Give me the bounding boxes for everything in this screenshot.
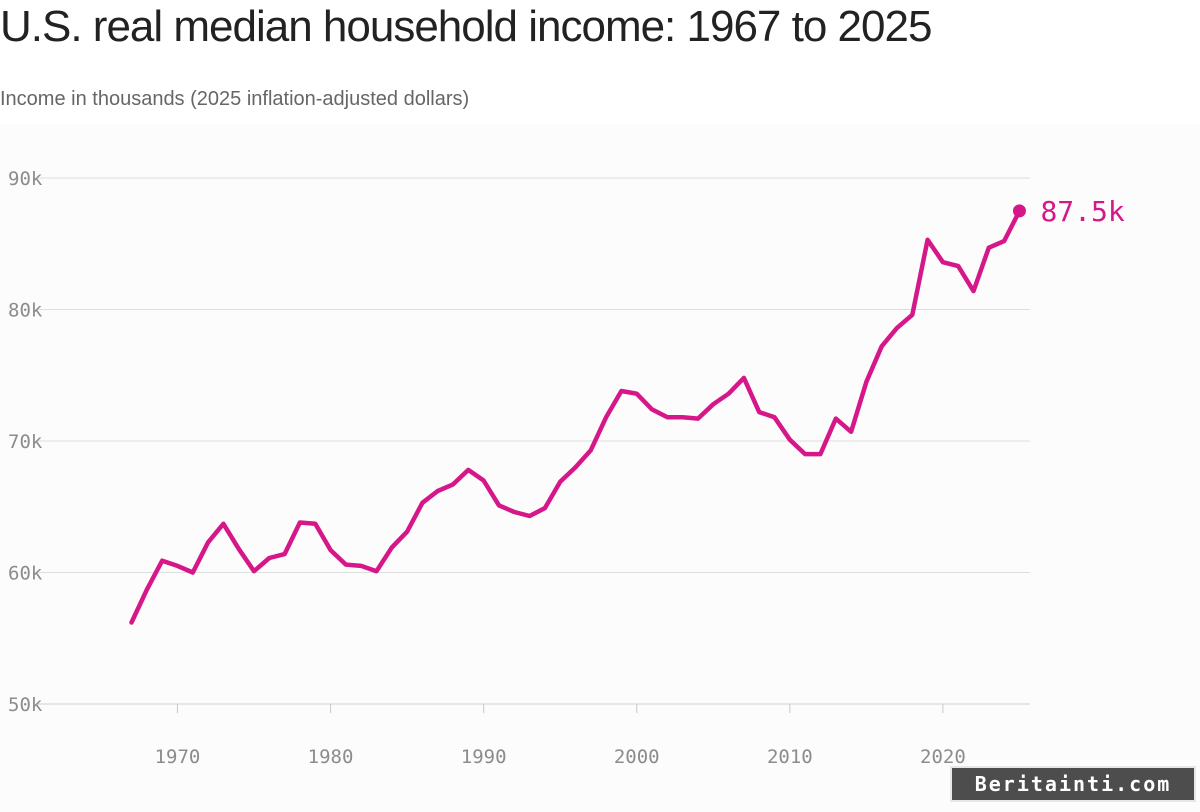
x-tick-label: 2000 (614, 746, 660, 768)
end-value-label: 87.5k (1040, 195, 1124, 228)
chart-subtitle: Income in thousands (2025 inflation-adju… (0, 88, 470, 110)
series-layer (129, 208, 1022, 625)
y-tick-label: 90k (8, 168, 43, 190)
y-tick-label: 60k (8, 563, 43, 585)
annotations: 87.5k (1012, 195, 1125, 228)
y-tick-label: 80k (8, 300, 43, 322)
y-tick-label: 70k (8, 431, 43, 453)
x-tick-label: 2010 (767, 746, 813, 768)
end-point-marker (1012, 204, 1026, 218)
plot-background (0, 124, 1200, 812)
y-tick-label: 50k (8, 694, 43, 716)
x-tick-label: 1970 (155, 746, 201, 768)
grid-lines (38, 177, 1030, 705)
x-tick-label: 2020 (920, 746, 966, 768)
watermark: Beritainti.com (950, 766, 1196, 802)
series-line (129, 208, 1022, 625)
x-tick-label: 1980 (308, 746, 354, 768)
y-axis-ticks: 50k 60k 70k 80k 90k (8, 168, 43, 716)
x-axis-ticks: 1970 1980 1990 2000 2010 2020 (155, 704, 966, 768)
x-tick-label: 1990 (461, 746, 507, 768)
chart-title: U.S. real median household income: 1967 … (0, 2, 932, 51)
